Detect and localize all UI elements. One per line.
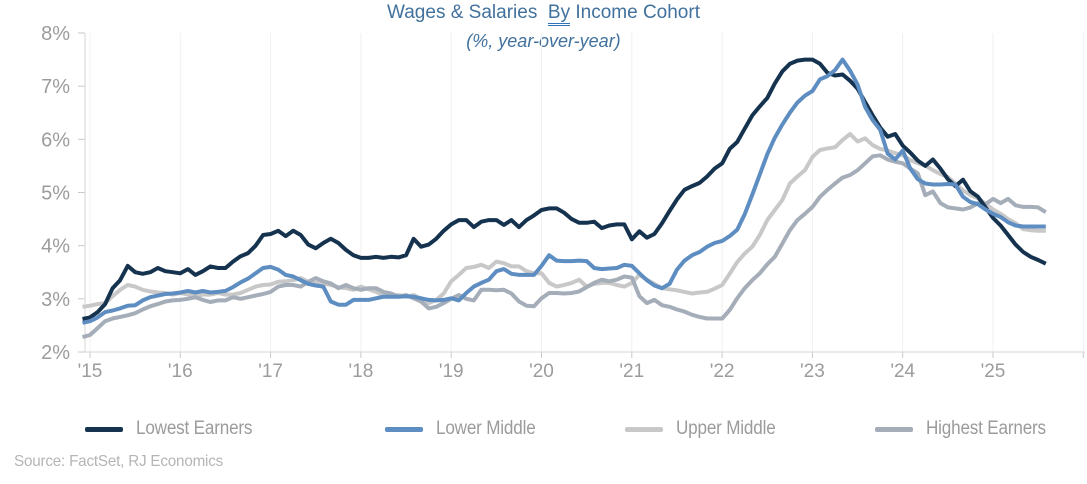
y-axis-label: 7%: [41, 76, 70, 98]
chart-subtitle: (%, year-over-year): [466, 31, 621, 51]
legend-label-lowest-earners: Lowest Earners: [136, 418, 253, 439]
legend-item-lower-middle: Lower Middle: [385, 416, 547, 442]
x-axis-label: '20: [529, 361, 554, 382]
chart-legend: Lowest Earners Lower Middle Upper Middle…: [0, 416, 1087, 442]
chart-title-misspelled-word: By: [547, 2, 571, 26]
x-axis-label: '17: [258, 361, 283, 382]
x-axis-label: '21: [619, 361, 644, 382]
legend-swatch-lowest-earners: [85, 426, 123, 432]
x-axis-label: '25: [981, 361, 1006, 382]
x-axis-label: '16: [168, 361, 193, 382]
legend-swatch-highest-earners: [875, 426, 913, 432]
x-axis-label: '22: [710, 361, 735, 382]
y-axis-label: 3%: [41, 289, 70, 311]
chart-title-suffix: Income Cohort: [570, 2, 700, 23]
legend-label-lower-middle: Lower Middle: [436, 418, 536, 439]
chart-title: Wages & Salaries By Income Cohort: [0, 2, 1087, 26]
y-axis-label: 5%: [41, 182, 70, 204]
y-axis-label: 4%: [41, 236, 70, 258]
x-axis-label: '23: [800, 361, 825, 382]
legend-label-highest-earners: Highest Earners: [926, 418, 1046, 439]
series-line-lowest-earners: [82, 57, 1047, 321]
x-axis-label: '19: [439, 361, 464, 382]
legend-item-lowest-earners: Lowest Earners: [85, 416, 265, 442]
legend-item-upper-middle: Upper Middle: [625, 416, 787, 442]
legend-swatch-lower-middle: [385, 426, 423, 432]
y-axis-label: 2%: [41, 342, 70, 364]
legend-label-upper-middle: Upper Middle: [676, 418, 776, 439]
series-line-upper-middle: [82, 132, 1046, 309]
x-axis-label: '18: [349, 361, 374, 382]
series-line-highest-earners: [81, 153, 1047, 340]
y-axis-label: 6%: [41, 129, 70, 151]
x-axis-label: '15: [78, 361, 103, 382]
series-line-lower-middle: [82, 57, 1046, 325]
legend-item-highest-earners: Highest Earners: [875, 416, 1059, 442]
y-axis-label: 8%: [41, 23, 70, 45]
x-axis-label: '24: [890, 361, 915, 382]
legend-swatch-upper-middle: [625, 426, 663, 432]
source-note: Source: FactSet, RJ Economics: [14, 453, 224, 470]
chart-title-prefix: Wages & Salaries: [387, 2, 548, 23]
